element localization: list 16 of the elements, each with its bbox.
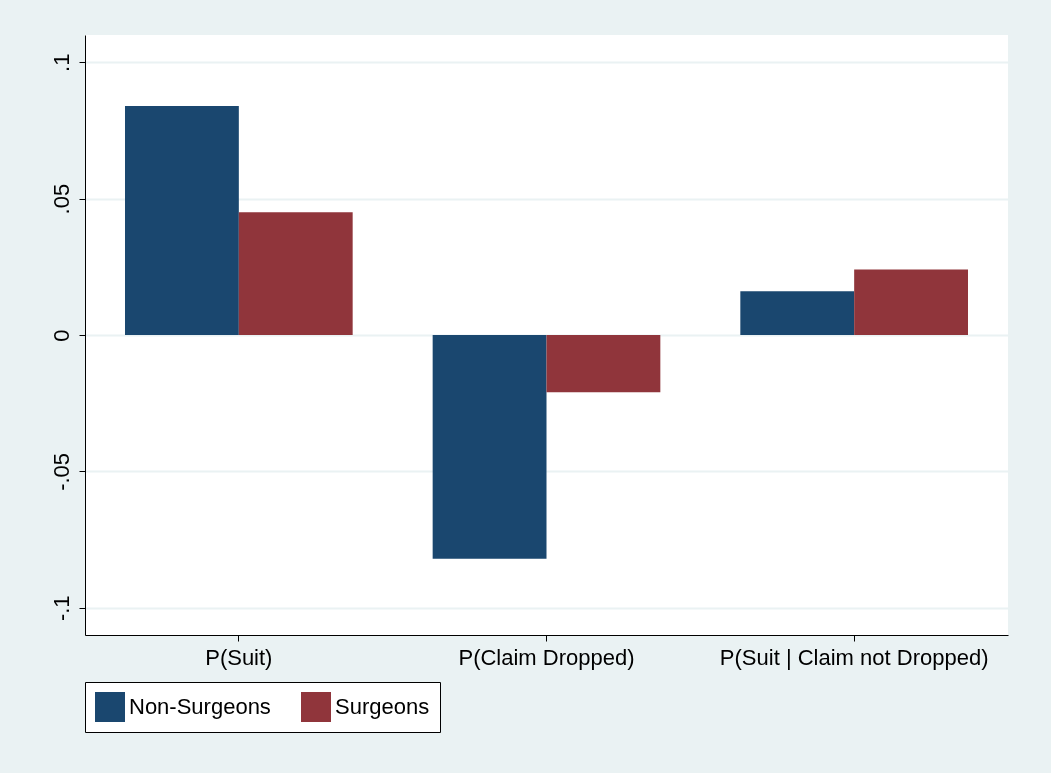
x-tick-label: P(Suit | Claim not Dropped) xyxy=(719,644,989,670)
x-tick-label: P(Suit) xyxy=(205,644,273,670)
legend-label: Surgeons xyxy=(335,694,430,719)
bar xyxy=(238,212,353,335)
legend-label: Non-Surgeons xyxy=(129,694,271,719)
bar xyxy=(546,335,661,393)
y-tick-label: -.1 xyxy=(48,595,74,622)
y-tick-label: .05 xyxy=(48,183,74,215)
bar xyxy=(125,105,239,335)
bar xyxy=(740,291,855,335)
x-tick-label: P(Claim Dropped) xyxy=(458,644,635,670)
y-tick-label: -.05 xyxy=(48,452,74,491)
bar xyxy=(432,335,547,559)
y-tick-label: .1 xyxy=(48,53,74,72)
bar xyxy=(854,269,968,335)
y-tick-label: 0 xyxy=(48,329,74,342)
